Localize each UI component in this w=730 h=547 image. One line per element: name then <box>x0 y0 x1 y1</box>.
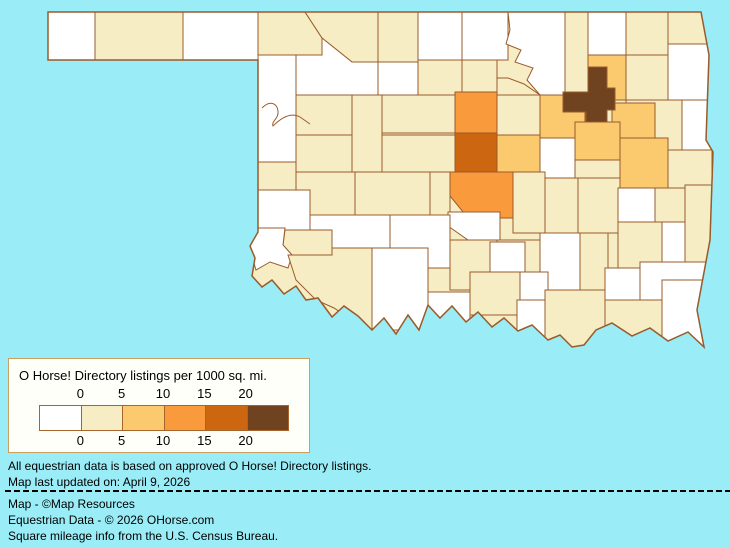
legend-swatch-4 <box>205 406 247 430</box>
county-delaware <box>667 43 713 101</box>
county-haskell <box>654 187 686 223</box>
county-grant <box>417 12 463 61</box>
legend-tick-label: 15 <box>197 386 212 401</box>
county-sequoyah <box>667 149 713 189</box>
county-okmulgee <box>574 121 621 161</box>
county-greer <box>282 229 333 256</box>
county-caddo <box>354 171 431 216</box>
county-pittsburg <box>617 221 663 269</box>
county-carter <box>469 271 521 316</box>
legend-ticks-top: 0 5 10 15 20 <box>39 386 287 401</box>
county-major <box>377 61 419 96</box>
county-tillman <box>371 247 429 331</box>
counties-layer <box>48 12 713 347</box>
county-custer <box>295 134 353 173</box>
legend-tick-label: 15 <box>197 433 212 448</box>
legend-color-ramp <box>39 405 289 431</box>
legend-tick-label: 10 <box>155 433 171 448</box>
county-beckham <box>257 189 311 233</box>
county-oklahoma <box>454 132 498 173</box>
legend-swatch-3 <box>163 406 205 430</box>
note-data-source: All equestrian data is based on approved… <box>8 459 372 473</box>
oklahoma-county-map <box>47 11 714 350</box>
county-jefferson <box>427 291 471 341</box>
county-washington <box>564 12 589 96</box>
county-texas <box>94 12 184 61</box>
county-nowata <box>587 12 627 56</box>
legend-swatch-0 <box>40 406 81 430</box>
legend-tick-label: 0 <box>76 386 84 401</box>
credit-square-mileage: Square mileage info from the U.S. Census… <box>8 529 279 543</box>
county-alfalfa <box>377 12 419 63</box>
legend-tick-label: 5 <box>118 433 126 448</box>
county-payne <box>496 94 541 136</box>
county-roger-mills <box>257 161 297 191</box>
county-logan <box>454 91 498 134</box>
county-mayes <box>625 54 669 101</box>
county-muskogee <box>619 137 669 189</box>
county-coal <box>579 232 609 291</box>
county-bryan <box>544 289 609 347</box>
legend-swatch-5 <box>246 406 288 430</box>
county-hughes <box>577 177 621 234</box>
county-craig <box>625 12 669 56</box>
county-latimer <box>661 221 686 263</box>
county-noble <box>461 59 498 96</box>
county-mcintosh <box>617 187 656 223</box>
legend-tick-label: 20 <box>238 433 253 448</box>
state-outline <box>47 11 714 350</box>
legend-ticks-bottom: 0 5 10 15 20 <box>39 433 287 448</box>
county-beaver <box>182 12 259 61</box>
county-love <box>469 314 518 347</box>
county-kay <box>461 12 509 61</box>
county-garfield <box>417 59 463 96</box>
county-pottawatomie <box>512 171 546 234</box>
legend-swatch-1 <box>80 406 122 430</box>
county-cimarron <box>48 12 96 61</box>
county-kingfisher <box>381 94 456 134</box>
county-tulsa <box>562 66 616 123</box>
legend-title: O Horse! Directory listings per 1000 sq.… <box>19 368 267 383</box>
county-mccurtain <box>661 279 713 347</box>
credit-map: Map - ©Map Resources <box>8 497 135 511</box>
legend-panel: O Horse! Directory listings per 1000 sq.… <box>8 358 310 453</box>
county-marshall <box>516 299 546 346</box>
legend-tick-label: 5 <box>118 386 126 401</box>
legend-swatch-2 <box>122 406 164 430</box>
county-lincoln <box>496 134 541 173</box>
county-canadian <box>381 134 456 176</box>
dashed-separator <box>5 490 730 492</box>
county-dewey <box>295 94 353 136</box>
county-blaine <box>351 94 383 173</box>
legend-tick-label: 20 <box>238 386 253 401</box>
credit-equestrian-data: Equestrian Data - © 2026 OHorse.com <box>8 513 215 527</box>
legend-tick-label: 0 <box>76 433 84 448</box>
river-line <box>261 102 311 127</box>
county-murray <box>489 241 526 273</box>
county-seminole <box>544 177 579 234</box>
note-last-updated: Map last updated on: April 9, 2026 <box>8 475 191 489</box>
legend-tick-label: 10 <box>155 386 171 401</box>
